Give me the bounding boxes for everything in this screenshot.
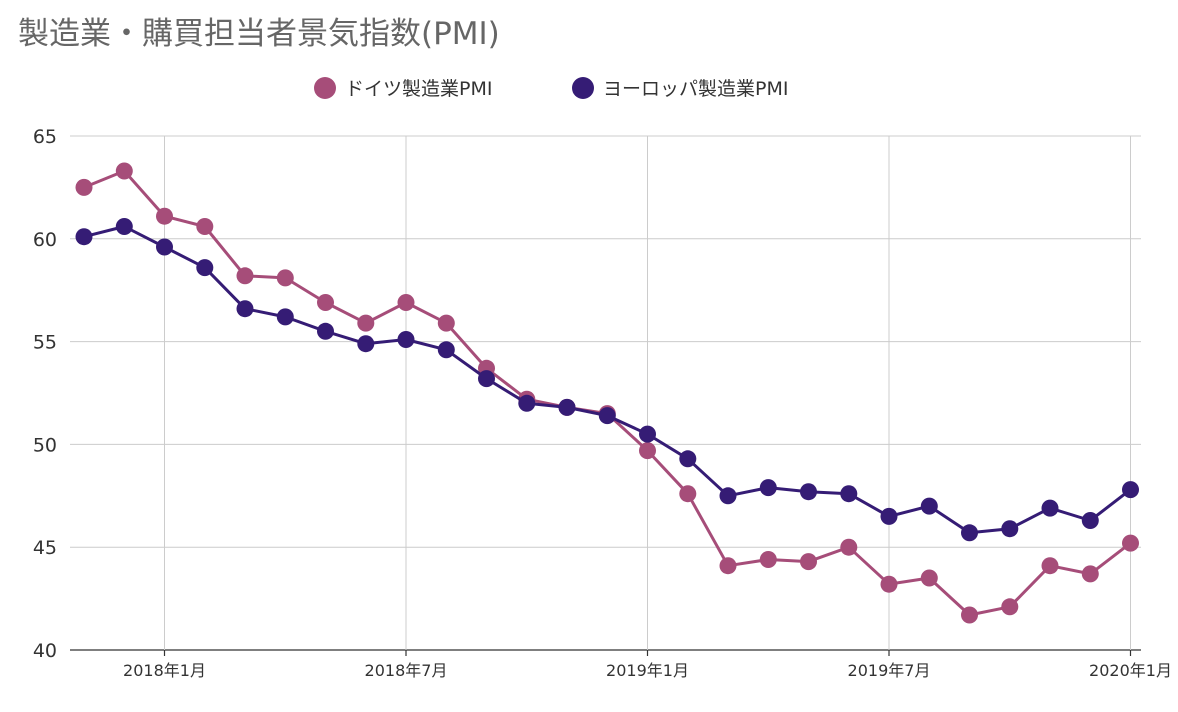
- data-point[interactable]: [317, 294, 334, 311]
- data-point[interactable]: [397, 331, 415, 348]
- data-point[interactable]: [357, 314, 375, 332]
- data-point[interactable]: [1122, 481, 1139, 499]
- x-tick-label: 2018年7月: [365, 661, 448, 680]
- data-point[interactable]: [840, 485, 858, 503]
- x-tick-label: 2020年1月: [1089, 661, 1172, 680]
- series-germany: [75, 162, 1139, 624]
- legend: ドイツ製造業PMI ヨーロッパ製造業PMI: [314, 77, 788, 100]
- series-europe: [75, 218, 1139, 542]
- data-point[interactable]: [679, 450, 697, 468]
- data-point[interactable]: [236, 267, 254, 285]
- data-point[interactable]: [236, 300, 254, 318]
- legend-marker-germany: [314, 77, 336, 99]
- chart-title: 製造業・購買担当者景気指数(PMI): [18, 16, 500, 52]
- data-point[interactable]: [558, 398, 576, 416]
- series-line: [82, 169, 1132, 617]
- y-axis-ticks: 40 45 50 55 60 65: [33, 126, 57, 662]
- data-point[interactable]: [518, 394, 536, 412]
- grid: [70, 135, 1141, 656]
- data-point[interactable]: [598, 407, 616, 425]
- data-point[interactable]: [961, 606, 978, 624]
- data-point[interactable]: [719, 557, 737, 575]
- data-point[interactable]: [920, 497, 938, 515]
- series: [75, 162, 1139, 624]
- data-point[interactable]: [679, 485, 697, 503]
- data-point[interactable]: [1122, 534, 1139, 552]
- data-point[interactable]: [961, 524, 978, 542]
- data-point[interactable]: [357, 335, 375, 353]
- data-point[interactable]: [920, 569, 938, 587]
- data-point[interactable]: [639, 425, 656, 443]
- legend-marker-europe: [572, 77, 594, 99]
- data-point[interactable]: [75, 228, 93, 246]
- data-point[interactable]: [196, 259, 214, 277]
- y-tick-label: 40: [33, 640, 57, 662]
- data-point[interactable]: [719, 487, 737, 505]
- data-point[interactable]: [880, 575, 898, 593]
- data-point[interactable]: [276, 308, 294, 326]
- data-point[interactable]: [759, 551, 777, 568]
- y-tick-label: 45: [33, 537, 57, 559]
- data-point[interactable]: [115, 218, 133, 235]
- y-tick-label: 60: [33, 229, 57, 251]
- x-tick-label: 2019年7月: [848, 661, 931, 680]
- data-point[interactable]: [156, 207, 173, 225]
- data-point[interactable]: [156, 238, 173, 256]
- x-tick-label: 2018年1月: [123, 661, 206, 680]
- data-point[interactable]: [276, 269, 294, 287]
- data-point[interactable]: [1001, 520, 1019, 538]
- data-point[interactable]: [840, 538, 858, 556]
- data-point[interactable]: [437, 314, 455, 332]
- data-point[interactable]: [1041, 499, 1059, 517]
- data-point[interactable]: [1081, 565, 1099, 583]
- data-point[interactable]: [196, 218, 214, 235]
- data-point[interactable]: [75, 178, 93, 196]
- legend-label-europe: ヨーロッパ製造業PMI: [603, 78, 788, 100]
- legend-label-germany: ドイツ製造業PMI: [345, 78, 492, 100]
- data-point[interactable]: [1041, 557, 1059, 575]
- y-tick-label: 50: [33, 434, 57, 456]
- data-point[interactable]: [800, 483, 817, 501]
- data-point[interactable]: [437, 341, 455, 359]
- data-point[interactable]: [317, 322, 334, 340]
- data-point[interactable]: [759, 479, 777, 497]
- data-point[interactable]: [115, 162, 133, 180]
- x-tick-label: 2019年1月: [606, 661, 689, 680]
- data-point[interactable]: [800, 553, 817, 571]
- x-axis-ticks: 2018年1月 2018年7月 2019年1月 2019年7月 2020年1月: [123, 661, 1172, 680]
- data-point[interactable]: [639, 442, 656, 460]
- data-point[interactable]: [1081, 512, 1099, 529]
- y-tick-label: 55: [33, 332, 57, 354]
- data-point[interactable]: [880, 507, 898, 525]
- data-point[interactable]: [1001, 598, 1019, 616]
- y-tick-label: 65: [33, 126, 57, 148]
- data-point[interactable]: [478, 370, 495, 388]
- data-point[interactable]: [397, 294, 415, 311]
